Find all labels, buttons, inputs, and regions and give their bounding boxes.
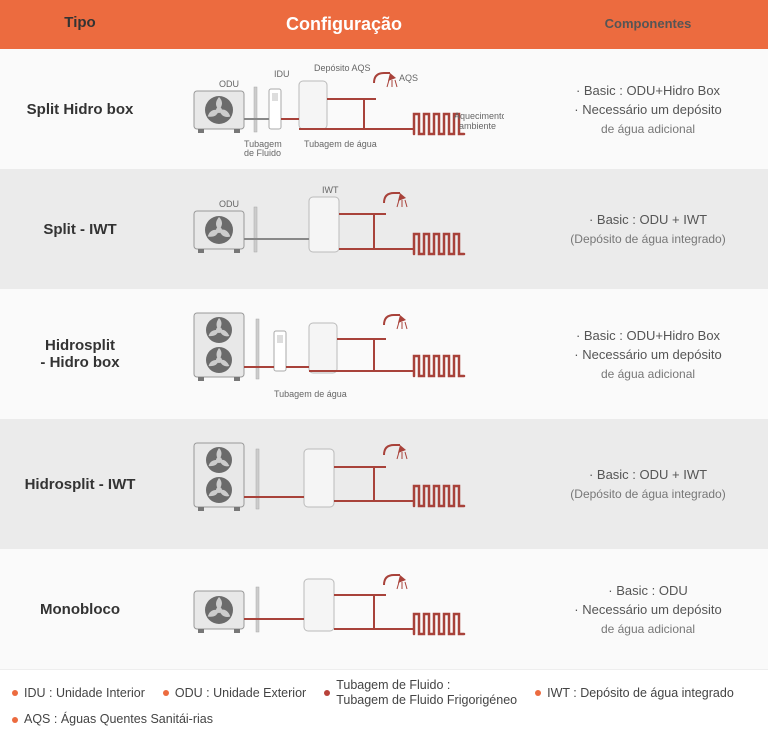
row-diagram [160, 419, 528, 549]
table-row: Split - IWT ODU IWT · Basic : ODU + IWT(… [0, 169, 768, 289]
row-type: Split Hidro box [0, 91, 160, 128]
table-header: Tipo Configuração Componentes [0, 0, 768, 49]
svg-text:Tubagem de água: Tubagem de água [274, 389, 347, 399]
header-config: Configuração [160, 0, 528, 49]
svg-text:AQS: AQS [399, 73, 418, 83]
row-components: · Basic : ODU· Necessário um depósitode … [528, 571, 768, 648]
row-diagram: ODU IWT [160, 169, 528, 289]
svg-text:IDU: IDU [274, 69, 290, 79]
row-components: · Basic : ODU + IWT(Depósito de água int… [528, 455, 768, 513]
row-type: Hidrosplit- Hidro box [0, 327, 160, 381]
legend-dot-icon [12, 717, 18, 723]
row-type: Monobloco [0, 591, 160, 628]
table-row: Split Hidro box ODU IDU Depósito AQS AQS… [0, 49, 768, 169]
row-components: · Basic : ODU+Hidro Box· Necessário um d… [528, 71, 768, 148]
legend-dot-icon [12, 690, 18, 696]
comparison-table: Tipo Configuração Componentes Split Hidr… [0, 0, 768, 739]
legend: IDU : Unidade Interior ODU : Unidade Ext… [0, 669, 768, 739]
row-type: Split - IWT [0, 211, 160, 248]
svg-text:ambiente: ambiente [459, 121, 496, 131]
legend-dot-icon [163, 690, 169, 696]
row-type: Hidrosplit - IWT [0, 466, 160, 503]
legend-item: Tubagem de Fluido :Tubagem de Fluido Fri… [324, 678, 517, 708]
svg-text:de Fluido: de Fluido [244, 148, 281, 158]
svg-text:Aquecimento: Aquecimento [454, 111, 504, 121]
legend-text: IWT : Depósito de água integrado [547, 686, 734, 701]
table-row: Monobloco · Basic : ODU· Necessário um d… [0, 549, 768, 669]
legend-item: ODU : Unidade Exterior [163, 678, 306, 708]
legend-item: IWT : Depósito de água integrado [535, 678, 734, 708]
legend-text: IDU : Unidade Interior [24, 686, 145, 701]
svg-text:IWT: IWT [322, 185, 339, 195]
legend-text: ODU : Unidade Exterior [175, 686, 306, 701]
legend-text: Tubagem de Fluido :Tubagem de Fluido Fri… [336, 678, 517, 708]
row-components: · Basic : ODU+Hidro Box· Necessário um d… [528, 316, 768, 393]
header-comp: Componentes [528, 0, 768, 49]
table-row: Hidrosplit - IWT · Basic : ODU + IWT(Dep… [0, 419, 768, 549]
row-diagram: Tubagem de água [160, 289, 528, 419]
svg-text:Depósito AQS: Depósito AQS [314, 63, 371, 73]
row-diagram [160, 549, 528, 669]
svg-text:ODU: ODU [219, 79, 239, 89]
row-diagram: ODU IDU Depósito AQS AQS Tubagemde Fluid… [160, 49, 528, 169]
svg-text:Tubagem de água: Tubagem de água [304, 139, 377, 149]
legend-dot-icon [324, 690, 330, 696]
table-row: Hidrosplit- Hidro box Tubagem de água · … [0, 289, 768, 419]
legend-text: AQS : Águas Quentes Sanitái-rias [24, 712, 213, 727]
header-tipo: Tipo [0, 0, 160, 49]
svg-text:ODU: ODU [219, 199, 239, 209]
legend-dot-icon [535, 690, 541, 696]
legend-item: IDU : Unidade Interior [12, 678, 145, 708]
legend-item: AQS : Águas Quentes Sanitái-rias [12, 712, 213, 727]
row-components: · Basic : ODU + IWT(Depósito de água int… [528, 200, 768, 258]
